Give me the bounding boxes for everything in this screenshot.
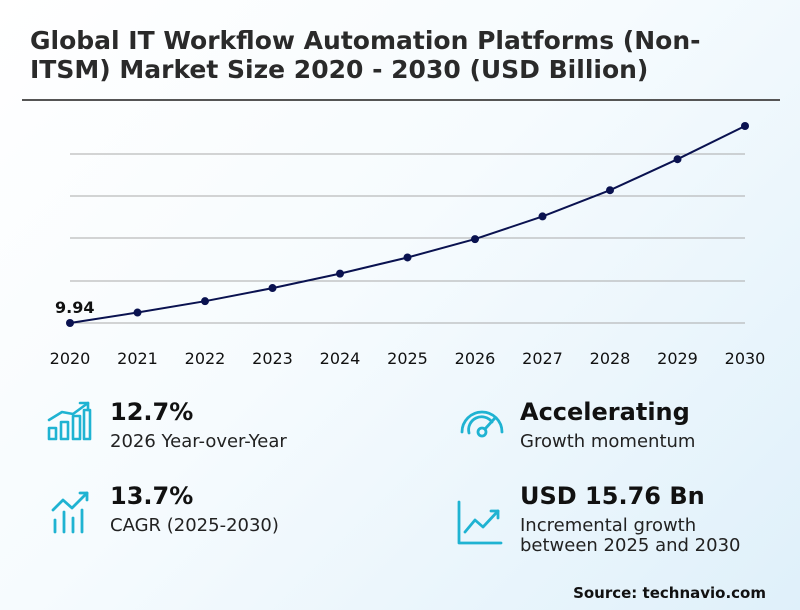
- data-point: [268, 284, 277, 293]
- data-label: 9.94: [55, 298, 94, 317]
- x-tick-label: 2026: [455, 349, 496, 368]
- x-axis-tick-labels: 2020 2021 2022 2023 2024 2025 2026 2027 2028 2029…: [50, 349, 766, 368]
- stat-incremental: USD 15.76 Bn Incremental growth between …: [520, 482, 740, 556]
- data-point: [201, 297, 209, 306]
- series-line: [69, 125, 746, 324]
- stat-cagr-value: 13.7%: [110, 482, 194, 510]
- series-points: [66, 122, 749, 327]
- source-credit: Source: technavio.com: [573, 584, 766, 602]
- stat-incremental-desc-line2: between 2025 and 2030: [520, 535, 741, 556]
- x-tick-label: 2029: [657, 349, 698, 368]
- x-tick-label: 2025: [387, 349, 428, 368]
- stat-yoy: 12.7% 2026 Year-over-Year: [110, 398, 287, 452]
- stat-yoy-desc: 2026 Year-over-Year: [110, 431, 287, 452]
- data-point: [673, 155, 682, 164]
- stat-cagr: 13.7% CAGR (2025-2030): [110, 482, 279, 536]
- x-tick-label: 2022: [185, 349, 226, 368]
- data-point: [741, 122, 749, 130]
- stat-incremental-desc: Incremental growth between 2025 and 2030: [520, 516, 740, 556]
- bar-chart-growth-icon: [47, 401, 92, 441]
- data-point: [471, 235, 479, 244]
- data-labels: 9.94: [55, 298, 94, 317]
- data-point: [606, 186, 614, 195]
- x-tick-label: 2021: [117, 349, 158, 368]
- data-point: [336, 269, 344, 278]
- stat-momentum-desc: Growth momentum: [520, 431, 696, 452]
- stat-incremental-desc-line1: Incremental growth: [520, 515, 697, 536]
- trend-bars-icon: [51, 491, 89, 534]
- chart-title: Global IT Workflow Automation Platforms …: [30, 26, 701, 84]
- stat-incremental-value: USD 15.76 Bn: [520, 482, 705, 510]
- data-point: [66, 319, 74, 327]
- title-divider: [22, 99, 780, 101]
- data-point: [538, 212, 547, 221]
- chart-gridlines: [70, 153, 745, 324]
- stat-momentum-value: Accelerating: [520, 398, 690, 426]
- stat-cagr-desc: CAGR (2025-2030): [110, 515, 279, 536]
- stat-momentum: Accelerating Growth momentum: [520, 398, 695, 452]
- x-tick-label: 2028: [590, 349, 631, 368]
- x-tick-label: 2024: [320, 349, 361, 368]
- data-point: [403, 253, 412, 262]
- data-point: [133, 308, 142, 317]
- line-chart-growth-icon: [457, 500, 503, 545]
- x-tick-label: 2023: [252, 349, 293, 368]
- speedometer-icon: [460, 410, 504, 438]
- x-tick-label: 2020: [50, 349, 91, 368]
- line-chart: 2020 2021 2022 2023 2024 2025 2026 2027 2028 2029…: [50, 122, 766, 368]
- stat-yoy-value: 12.7%: [110, 398, 194, 426]
- x-tick-label: 2030: [725, 349, 766, 368]
- x-tick-label: 2027: [522, 349, 563, 368]
